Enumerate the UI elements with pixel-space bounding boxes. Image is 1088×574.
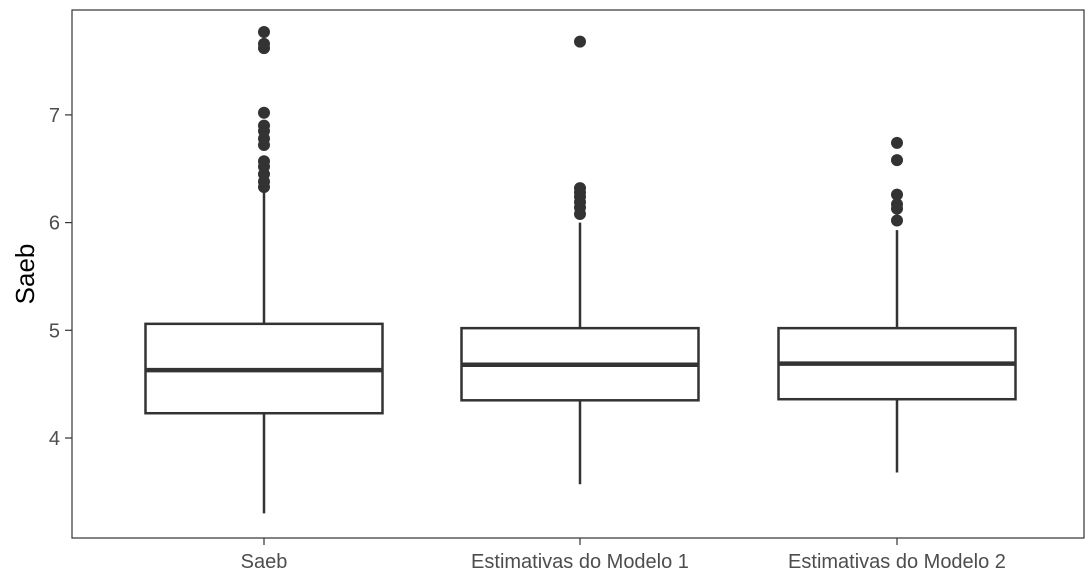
x-tick-label: Estimativas do Modelo 1	[471, 551, 689, 573]
x-tick-label: Estimativas do Modelo 2	[788, 551, 1006, 573]
y-tick-label: 7	[49, 105, 60, 127]
panel-border	[71, 9, 1085, 539]
outlier-point	[891, 198, 903, 211]
y-axis-title: Saeb	[10, 244, 40, 305]
outlier-point	[891, 214, 903, 227]
x-axis: Saeb Estimativas do Modelo 1 Estimativas d…	[241, 538, 1006, 573]
outlier-point	[258, 25, 270, 38]
outlier-point	[258, 106, 270, 119]
x-tick-label: Saeb	[241, 551, 288, 573]
outlier-point	[258, 119, 270, 132]
y-axis: 4 5 6 7	[49, 105, 72, 450]
y-tick-label: 4	[49, 428, 60, 450]
outlier-point	[891, 188, 903, 201]
y-tick-label: 6	[49, 213, 60, 235]
outlier-point	[891, 136, 903, 149]
boxes-layer	[144, 25, 1017, 514]
outlier-point	[574, 182, 586, 195]
outlier-point	[574, 35, 586, 48]
outlier-point	[258, 155, 270, 168]
outlier-point	[258, 37, 270, 50]
box-group	[144, 25, 384, 514]
box-group	[777, 136, 1017, 473]
y-tick-label: 5	[49, 320, 60, 342]
box-group	[460, 35, 700, 485]
outlier-point	[891, 154, 903, 167]
